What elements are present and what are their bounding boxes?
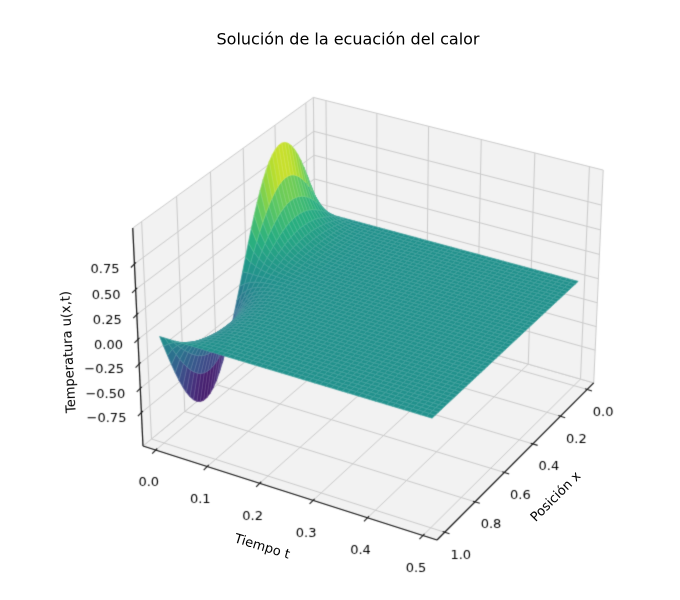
chart-title: Solución de la ecuación del calor — [216, 29, 480, 49]
